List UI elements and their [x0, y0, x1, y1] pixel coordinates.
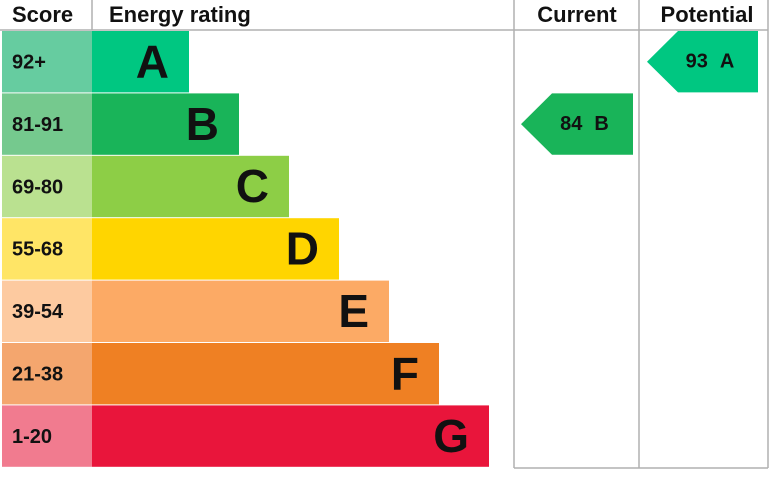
score-cell [2, 155, 92, 218]
score-label: 69-80 [12, 176, 63, 198]
potential-label: 93 A [686, 51, 735, 73]
rating-letter: G [433, 410, 469, 462]
score-label: 55-68 [12, 239, 63, 261]
header-rating: Energy rating [109, 2, 251, 27]
score-label: 92+ [12, 51, 46, 73]
score-label: 21-38 [12, 363, 63, 385]
potential-letter: A [720, 51, 734, 73]
rating-bar [92, 280, 389, 342]
current-letter: B [594, 113, 608, 135]
rating-bar [92, 155, 289, 218]
current-label: 84 B [560, 113, 609, 135]
rating-letter: E [338, 285, 369, 337]
score-label: 1-20 [12, 426, 52, 448]
rating-bar [92, 405, 489, 467]
header-score: Score [12, 2, 73, 27]
score-cell [2, 280, 92, 342]
rating-letter: F [391, 347, 419, 399]
rating-bar [92, 93, 239, 155]
score-cell [2, 218, 92, 280]
current-arrow [521, 93, 633, 155]
score-cell [2, 31, 92, 93]
rating-bar [92, 218, 339, 280]
rating-bar [92, 31, 189, 93]
rating-bar [92, 343, 439, 405]
rating-letter: A [136, 35, 169, 87]
header-current: Current [537, 2, 617, 27]
header-potential: Potential [661, 2, 754, 27]
score-cell [2, 93, 92, 155]
score-label: 81-91 [12, 114, 63, 136]
rating-letter: D [286, 223, 319, 275]
score-label: 39-54 [12, 301, 64, 323]
score-cell [2, 405, 92, 467]
potential-arrow [647, 31, 758, 93]
rating-letter: C [236, 160, 269, 212]
current-value: 84 [560, 113, 583, 135]
score-cell [2, 343, 92, 405]
potential-value: 93 [686, 51, 708, 73]
rating-letter: B [186, 98, 219, 150]
